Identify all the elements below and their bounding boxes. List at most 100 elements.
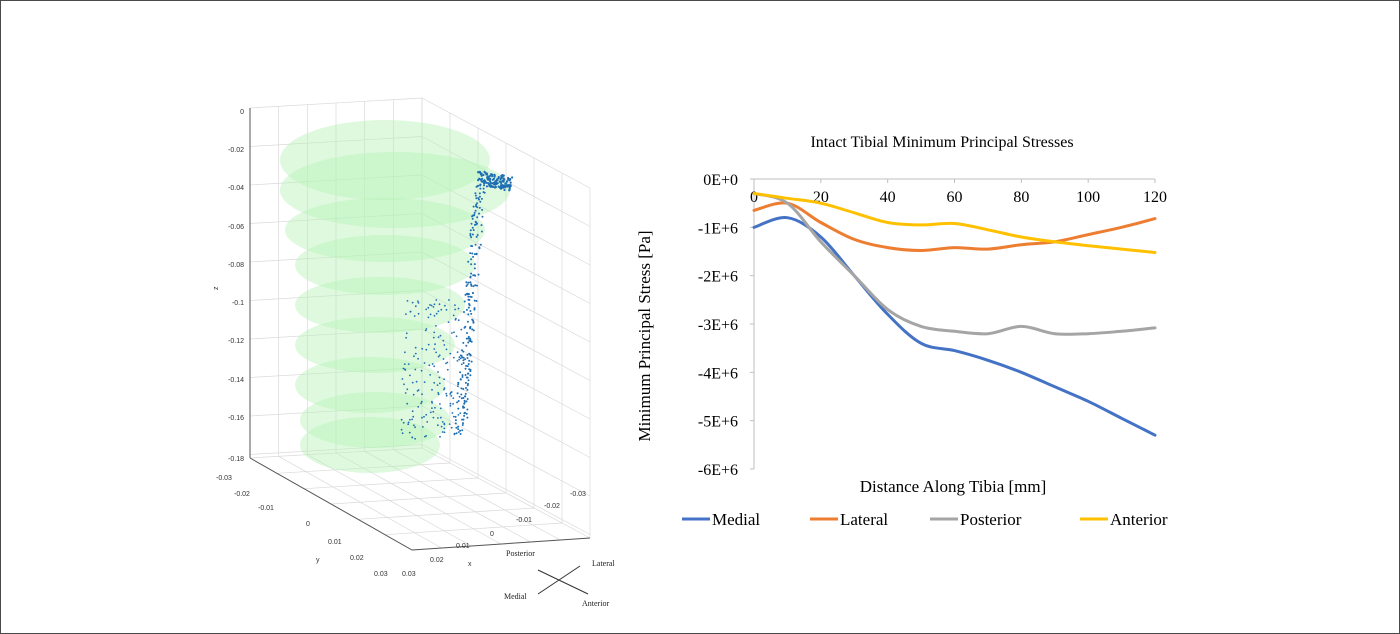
stress-point [499, 181, 502, 184]
stress-point [475, 203, 478, 206]
stress-point [477, 179, 480, 182]
stress-point [473, 253, 476, 256]
stress-point [463, 311, 465, 313]
stress-point [457, 307, 460, 310]
stress-point [449, 352, 452, 355]
x-tick-label: 0.03 [402, 571, 416, 578]
stress-point [417, 406, 420, 408]
stress-point [415, 380, 418, 383]
stress-point [440, 425, 443, 428]
stress-point [403, 363, 406, 365]
stress-point [407, 421, 410, 424]
stress-point [436, 384, 439, 386]
stress-point [469, 252, 472, 255]
stress-point [473, 211, 476, 214]
y-tick-labels: -0.03 -0.02 -0.01 0 0.01 0.02 0.03 [216, 475, 388, 578]
stress-point [414, 437, 416, 440]
stress-point [467, 335, 470, 338]
stress-point [465, 344, 468, 347]
stress-point [472, 285, 475, 288]
y-tick-label: 0.01 [328, 539, 342, 546]
stress-point [474, 209, 477, 212]
stress-point [465, 387, 467, 389]
y-tick-label: -0.02 [234, 491, 250, 498]
stress-point [457, 385, 459, 388]
stress-point [509, 181, 512, 184]
stress-point [404, 351, 406, 354]
stress-point [469, 326, 472, 329]
stress-point [454, 318, 457, 321]
stress-point [414, 426, 416, 429]
grid-line [357, 507, 535, 520]
tibia-surface [280, 120, 510, 473]
stress-point [508, 189, 511, 192]
y-tick-label: -0.03 [216, 475, 232, 482]
stress-point [494, 180, 497, 183]
stress-point [425, 308, 428, 311]
stress-point [405, 332, 408, 335]
stress-point [408, 431, 411, 434]
stress-point [445, 308, 448, 311]
stress-point [448, 423, 451, 425]
stress-point [507, 185, 510, 188]
stress-point [452, 397, 455, 399]
stress-point [435, 325, 437, 327]
stress-point [442, 339, 445, 342]
stress-point [471, 226, 474, 229]
stress-point [482, 173, 485, 177]
stress-point [470, 272, 473, 275]
stress-point [406, 388, 409, 391]
stress-point [435, 312, 438, 315]
stress-point [438, 376, 441, 379]
stress-point [409, 310, 412, 313]
stress-point [403, 383, 405, 386]
stress-point [483, 191, 486, 194]
stress-point [431, 363, 434, 365]
stress-point [405, 336, 407, 339]
stress-point [501, 184, 504, 187]
stress-point [488, 178, 491, 182]
stress-point [414, 305, 417, 308]
orientation-lateral-label: Lateral [592, 559, 615, 568]
stress-point [497, 176, 500, 179]
stress-point [404, 369, 407, 371]
stress-point [433, 331, 436, 334]
stress-point [468, 293, 470, 296]
stress-point [457, 431, 460, 433]
stress-point [478, 206, 481, 209]
stress-point [429, 374, 432, 376]
stress-point [445, 348, 448, 351]
stress-point [479, 243, 482, 246]
stress-point [499, 187, 503, 190]
stress-point [475, 235, 478, 238]
stress-point [464, 374, 467, 376]
stress-point [453, 433, 456, 436]
y-tick-label: 0.03 [374, 571, 388, 578]
stress-point [439, 416, 442, 419]
stress-point [467, 295, 470, 298]
stress-point [494, 186, 497, 189]
stress-point [462, 418, 465, 421]
stress-point [486, 173, 489, 176]
stress-point [470, 222, 473, 225]
y-tick-label: -0.01 [258, 505, 274, 512]
stress-point [429, 313, 432, 316]
stress-point [432, 306, 435, 308]
stress-point [462, 405, 464, 408]
z-tick-label: -0.06 [228, 224, 244, 231]
stress-point [474, 243, 477, 246]
stress-point [470, 236, 473, 239]
stress-point [466, 320, 469, 323]
3d-grid [249, 97, 591, 551]
stress-point [433, 314, 436, 317]
stress-point [437, 355, 440, 358]
stress-point [457, 414, 460, 416]
stress-point [414, 368, 417, 371]
x-tick-label: -0.02 [544, 503, 560, 510]
stress-point [475, 284, 478, 287]
stress-point [459, 371, 462, 374]
stress-point [470, 296, 473, 298]
stress-point [439, 334, 442, 337]
stress-point [470, 263, 473, 266]
stress-point [477, 184, 480, 187]
